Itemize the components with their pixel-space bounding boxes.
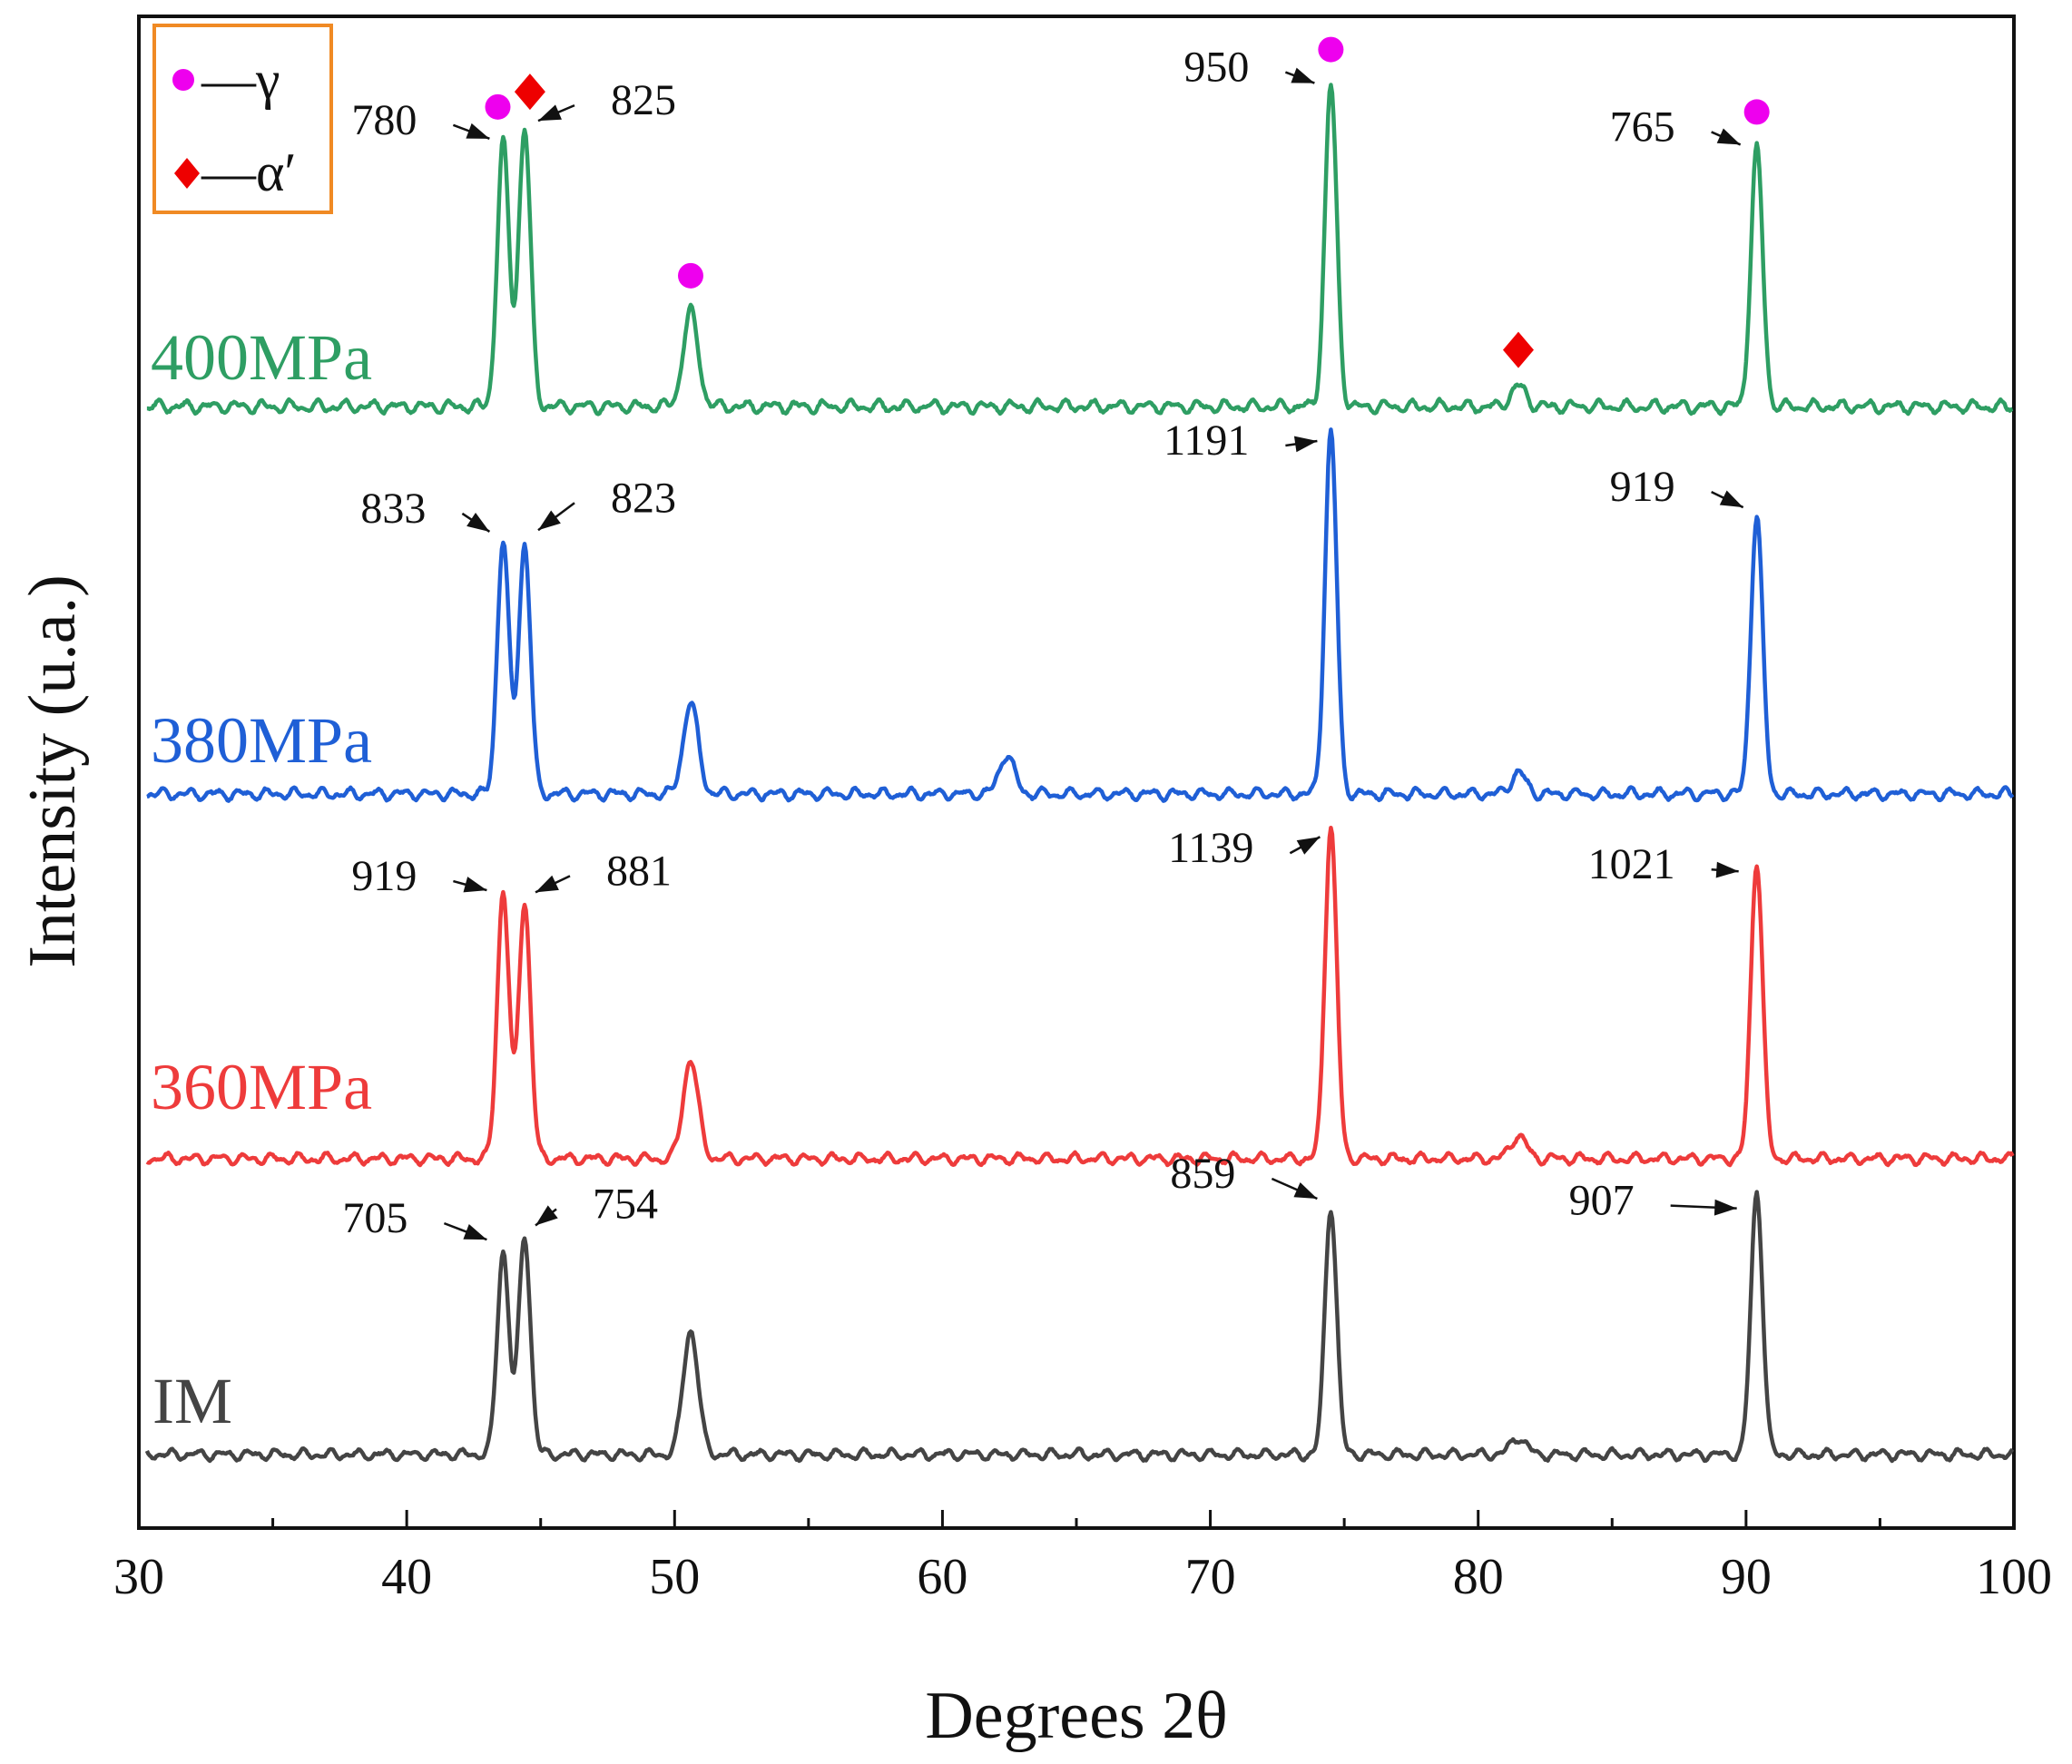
peak-arrow-head	[463, 877, 487, 893]
x-tick-label-90: 90	[1721, 1549, 1772, 1605]
peak-annotation-360mpa-1021: 1021	[1588, 840, 1739, 888]
series-380mpa: 380MPa	[146, 427, 2015, 803]
peak-arrow-head	[463, 1224, 487, 1240]
peak-label: 780	[351, 96, 417, 144]
series-label-im: IM	[152, 1365, 232, 1437]
peak-label: 1021	[1588, 840, 1675, 888]
peak-annotations: 705 754 859 907 919 881 1139 1021 833 823 1191 919 7…	[342, 44, 1744, 1242]
series-label-360mpa: 360MPa	[151, 1051, 372, 1123]
peak-annotation-360mpa-881: 881	[535, 847, 672, 895]
peak-annotation-400mpa-825: 825	[537, 76, 676, 124]
series-line-im	[144, 1190, 2015, 1464]
peak-annotation-380mpa-1191: 1191	[1164, 416, 1318, 465]
peak-annotation-360mpa-1139: 1139	[1168, 824, 1321, 872]
peak-arrow-head	[538, 510, 561, 531]
series-layer: IM 360MPa 380MPa 400MPa	[144, 83, 2015, 1464]
peak-label: 833	[360, 485, 426, 533]
series-360mpa: 360MPa	[145, 825, 2015, 1168]
peak-annotation-im-907: 907	[1569, 1177, 1737, 1225]
legend-gamma-marker	[172, 69, 194, 91]
x-tick-label-70: 70	[1185, 1549, 1236, 1605]
peak-arrow-head	[1293, 436, 1318, 453]
series-400mpa: 400MPa	[146, 83, 2014, 416]
x-tick-label-40: 40	[381, 1549, 432, 1605]
peak-arrow-head	[1715, 861, 1739, 878]
phase-markers	[485, 36, 1770, 368]
series-label-400mpa: 400MPa	[151, 321, 372, 394]
y-axis-title: Intensity (u.a.)	[15, 574, 90, 968]
peak-arrow-head	[1291, 67, 1315, 83]
gamma-marker	[1743, 99, 1770, 125]
peak-annotation-380mpa-833: 833	[360, 485, 491, 533]
peak-label: 1139	[1168, 824, 1253, 872]
x-tick-label-60: 60	[917, 1549, 967, 1605]
peak-annotation-400mpa-765: 765	[1610, 103, 1742, 151]
peak-label: 881	[606, 847, 672, 895]
legend-gamma-label: —γ	[201, 50, 280, 110]
alpha-prime-marker	[1502, 331, 1534, 368]
peak-label: 919	[351, 852, 417, 900]
peak-annotation-380mpa-919: 919	[1610, 463, 1744, 511]
peak-annotation-380mpa-823: 823	[537, 474, 676, 532]
peak-arrow-head	[1714, 1199, 1737, 1216]
series-line-360mpa	[145, 825, 2015, 1168]
alpha-prime-marker	[514, 74, 545, 111]
peak-annotation-360mpa-919: 919	[351, 852, 487, 900]
peak-annotation-im-705: 705	[342, 1194, 487, 1242]
peak-label: 823	[611, 474, 676, 522]
x-axis-title: Degrees 2θ	[925, 1679, 1227, 1753]
x-tick-label-30: 30	[113, 1549, 164, 1605]
series-label-380mpa: 380MPa	[151, 704, 372, 777]
peak-label: 754	[593, 1180, 658, 1228]
legend-alpha-label: —α′	[201, 142, 297, 202]
legend: —γ —α′	[152, 24, 333, 214]
series-line-400mpa	[146, 83, 2014, 416]
peak-label: 859	[1170, 1150, 1235, 1198]
peak-arrow-head	[466, 122, 490, 139]
peak-label: 1191	[1164, 416, 1249, 465]
peak-label: 919	[1610, 463, 1675, 511]
peak-arrow-head	[1716, 128, 1741, 145]
peak-label: 825	[611, 76, 676, 124]
series-line-380mpa	[146, 427, 2015, 803]
peak-arrow-head	[1296, 837, 1321, 855]
gamma-marker	[1318, 36, 1344, 63]
x-tick-label-50: 50	[649, 1549, 700, 1605]
gamma-marker	[677, 262, 703, 289]
legend-alpha-marker	[174, 158, 200, 189]
peak-label: 705	[342, 1194, 408, 1242]
peak-arrow-head	[466, 512, 490, 532]
peak-arrow-head	[535, 875, 559, 893]
gamma-marker	[485, 93, 511, 120]
peak-annotation-400mpa-780: 780	[351, 96, 490, 144]
peak-label: 765	[1610, 103, 1675, 151]
x-axis-ticks: 30 40 50 60 70 80 90 100	[113, 1510, 2052, 1605]
peak-arrow-head	[1293, 1181, 1318, 1199]
peak-annotation-400mpa-950: 950	[1183, 44, 1315, 92]
plot-frame	[137, 15, 2016, 1530]
peak-arrow-head	[535, 1205, 558, 1226]
peak-label: 950	[1183, 44, 1249, 92]
x-tick-label-80: 80	[1453, 1549, 1504, 1605]
x-tick-label-100: 100	[1976, 1549, 2052, 1605]
peak-annotation-im-754: 754	[535, 1180, 658, 1228]
peak-arrow-head	[1719, 490, 1743, 508]
peak-arrow-head	[538, 104, 562, 122]
series-im: IM	[144, 1190, 2015, 1464]
peak-annotation-im-859: 859	[1170, 1150, 1318, 1200]
peak-label: 907	[1569, 1177, 1635, 1225]
